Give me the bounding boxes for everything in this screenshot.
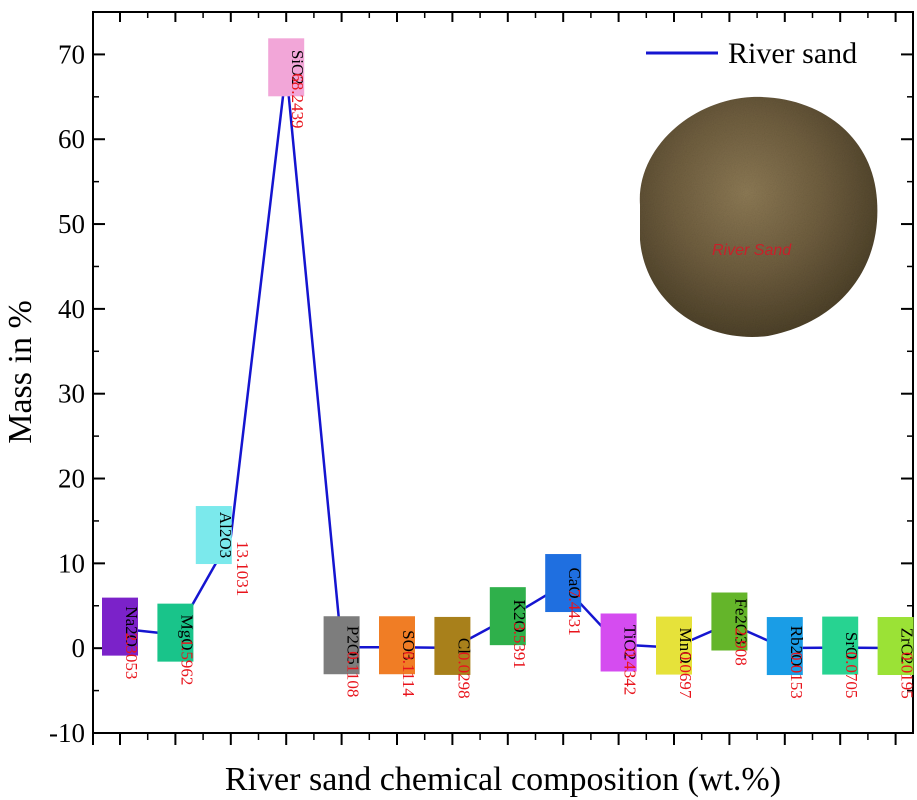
value-label: 3.5391 [510,622,529,669]
value-label: 7.4431 [565,589,584,636]
sand-pile-image [639,96,878,337]
compound-box-bg [766,617,803,676]
compound-name: SO3 [399,630,418,660]
compound-box-al2o3: Al2O3 [195,506,235,565]
value-label: 13.1031 [233,541,252,596]
compound-name: TiO2 [621,625,640,660]
compound-box-bg [656,616,692,675]
value-label: 0.0697 [676,652,695,699]
x-axis-ticks [92,12,897,745]
y-tick-label: -10 [49,718,85,748]
compound-box-sio2: SiO2 [268,38,307,97]
compound-box-bg [268,38,305,97]
compound-name: Al2O3 [216,512,235,558]
compound-name: SiO2 [288,50,307,85]
value-label: 0.0705 [842,652,861,699]
value-label: 0.4342 [621,648,640,695]
compound-box-so3: SO3 [379,616,418,675]
compound-box-mno: MnO [656,616,695,675]
compound-box-zro2: ZrO2 [877,617,917,676]
compound-box-na2o: Na2O [102,597,141,656]
compound-box-p2o5: P2O5 [323,616,363,675]
value-label: 0.0298 [454,652,473,699]
compound-name: SrO [842,632,861,659]
compound-box-mgo: MgO [157,603,196,662]
y-tick-label: 20 [58,464,85,494]
y-tick-label: 60 [58,124,85,154]
compound-box-fe2o3: Fe2O3 [711,592,750,651]
value-label: 68.2439 [288,73,307,128]
y-tick-label: 70 [58,39,85,69]
value-label: 0.0195 [898,652,917,699]
compound-box-bg [489,587,526,646]
compound-box-bg [545,554,582,613]
compound-box-bg [711,592,748,651]
y-axis-title: Mass in % [2,300,39,444]
value-label: 0.1108 [344,651,363,697]
compound-box-bg [323,616,360,675]
value-labels: 2.3053 1.5962 13.1031 68.2439 0.1108 0.1114 0.… [122,73,917,699]
compound-box-bg [379,616,415,675]
y-tick-label: 10 [58,548,85,578]
value-label: 0.0153 [787,652,806,699]
y-tick-label: 50 [58,209,85,239]
compound-box-bg [877,617,914,676]
compound-name: Na2O [122,606,141,647]
compound-box-rb2o: Rb2O [766,617,806,676]
compound-box-cao: CaO [545,554,584,613]
compound-box-bg [195,506,232,565]
inset-label: River Sand [712,242,792,259]
compound-name: Rb2O [787,626,806,667]
y-tick-label: 40 [58,294,85,324]
compound-box-cl: Cl [434,616,473,675]
compound-name: P2O5 [344,626,363,665]
compound-name: MnO [676,628,695,664]
compound-box-bg [822,616,859,675]
compound-box-k2o: K2O [489,587,529,646]
compound-name: Fe2O3 [731,598,750,644]
compound-name: K2O [510,600,529,633]
value-label: 2.908 [731,628,750,666]
compound-box-bg [600,613,637,672]
y-axis-ticks: -10 0 10 20 30 40 50 60 70 [49,39,913,748]
value-label: 2.3053 [122,633,141,680]
compound-name: MgO [177,615,196,651]
river-sand-inset: River Sand [639,96,878,337]
compound-labels: Na2O MgO Al2O3 SiO2 P2O5 SO3 Cl K2O CaO TiO2 MnO Fe… [102,38,917,676]
compound-box-bg [434,616,471,675]
value-label: 0.1114 [399,651,418,697]
compound-name: ZrO2 [898,628,917,665]
compound-name: Cl [454,638,473,654]
legend: River sand [646,37,857,70]
compound-box-bg [157,603,194,662]
compound-box-sro: SrO [822,616,861,675]
legend-label: River sand [728,37,857,70]
compound-box-bg [102,597,138,656]
x-axis-title: River sand chemical composition (wt.%) [225,761,781,798]
value-label: 1.5962 [177,639,196,686]
plot-frame [92,11,914,734]
compound-box-tio2: TiO2 [600,613,640,672]
compound-name: CaO [565,567,584,598]
y-tick-label: 30 [58,379,85,409]
y-tick-label: 0 [72,633,86,663]
